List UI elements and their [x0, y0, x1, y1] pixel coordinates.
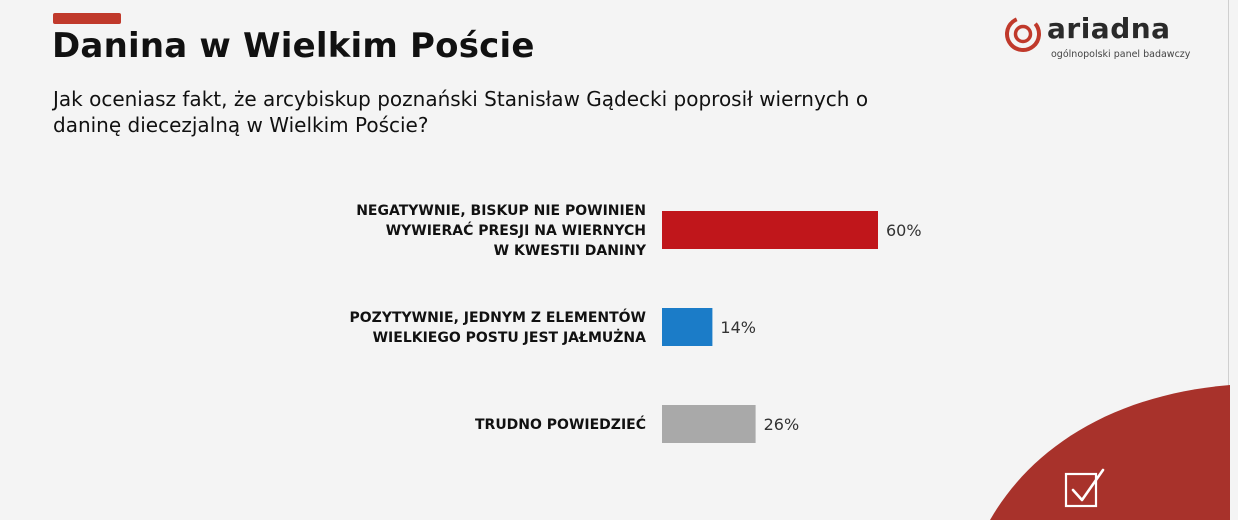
right-edge-rule	[1228, 0, 1229, 520]
category-label-1-line-3: W KWESTII DANINY	[494, 243, 647, 259]
bar-1	[662, 211, 878, 249]
category-label-1-line-2: WYWIERAĆ PRESJI NA WIERNYCH	[386, 221, 646, 239]
ariadna-logo-icon	[1005, 16, 1041, 52]
category-label-2-line-2: WIELKIEGO POSTU JEST JAŁMUŻNA	[373, 329, 647, 346]
category-label-2-line-1: POZYTYWNIE, JEDNYM Z ELEMENTÓW	[350, 308, 647, 326]
category-label-3-line-1: TRUDNO POWIEDZIEĆ	[475, 415, 646, 433]
brand-logo: ariadna ogólnopolski panel badawczy	[1003, 12, 1203, 62]
logo-tagline: ogólnopolski panel badawczy	[1051, 49, 1191, 60]
logo-wordmark: ariadna	[1047, 12, 1171, 45]
bar-2	[662, 308, 713, 346]
value-label-1: 60%	[886, 221, 922, 240]
bar-3	[662, 405, 756, 443]
value-label-2: 14%	[720, 318, 756, 337]
page-title: Danina w Wielkim Poście	[52, 26, 535, 66]
category-label-1-line-1: NEGATYWNIE, BISKUP NIE POWINIEN	[356, 203, 646, 219]
checkbox-check-icon	[1064, 468, 1105, 508]
value-label-3: 26%	[764, 415, 800, 434]
page-subtitle: Jak oceniasz fakt, że arcybiskup poznańs…	[53, 87, 869, 137]
title-accent-bar	[53, 13, 121, 24]
